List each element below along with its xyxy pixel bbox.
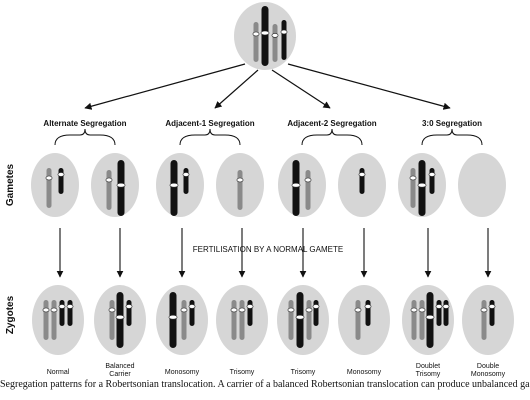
segregation-arrows (84, 63, 451, 110)
gamete-cell-2 (91, 153, 139, 217)
outcome-label-7: Doublet Trisomy (416, 363, 441, 378)
outcome-label-3: Monosomy (165, 369, 200, 376)
braces (54, 128, 483, 146)
outcome-label-1: Normal (47, 369, 70, 376)
gamete-cell-7 (398, 153, 446, 217)
gamete-cell-6 (338, 153, 386, 217)
outcome-label-2: Balanced Carrier (105, 363, 134, 378)
outcome-label-8: Double Monosomy (471, 363, 506, 378)
gamete-cell-4 (216, 153, 264, 217)
zygote-cell-4 (216, 285, 268, 355)
zygote-cell-2 (94, 285, 146, 355)
gamete-cell-5 (278, 153, 326, 217)
outcome-label-4: Trisomy (230, 369, 255, 376)
outcome-label-5: Trisomy (291, 369, 316, 376)
parent-cell (234, 2, 296, 70)
fertilisation-arrows (56, 228, 492, 278)
zygote-cell-1 (32, 285, 84, 355)
zygote-cell-8 (462, 285, 514, 355)
label-adjacent-2-segregation: Adjacent-2 Segregation (287, 119, 376, 128)
zygote-cell-5 (277, 285, 329, 355)
zygote-cell-6 (338, 285, 390, 355)
row-label-zygotes: Zygotes (5, 295, 16, 334)
figure-caption: Segregation patterns for a Robertsonian … (0, 379, 530, 390)
zygote-outcome-labels: Normal Balanced Carrier Monosomy Trisomy … (47, 363, 506, 378)
segregation-labels: Alternate Segregation Adjacent-1 Segrega… (43, 119, 482, 128)
label-adjacent-1-segregation: Adjacent-1 Segregation (165, 119, 254, 128)
zygote-cell-7 (402, 285, 454, 355)
label-3-0-segregation: 3:0 Segregation (422, 119, 482, 128)
gamete-cell-1 (31, 153, 79, 217)
gamete-cell-3 (156, 153, 204, 217)
outcome-label-6: Monosomy (347, 369, 382, 376)
fertilisation-label: FERTILISATION BY A NORMAL GAMETE (193, 245, 343, 254)
gamete-cell-8 (458, 153, 506, 217)
zygote-cell-3 (156, 285, 208, 355)
label-alternate-segregation: Alternate Segregation (43, 119, 126, 128)
row-label-gametes: Gametes (5, 163, 16, 206)
